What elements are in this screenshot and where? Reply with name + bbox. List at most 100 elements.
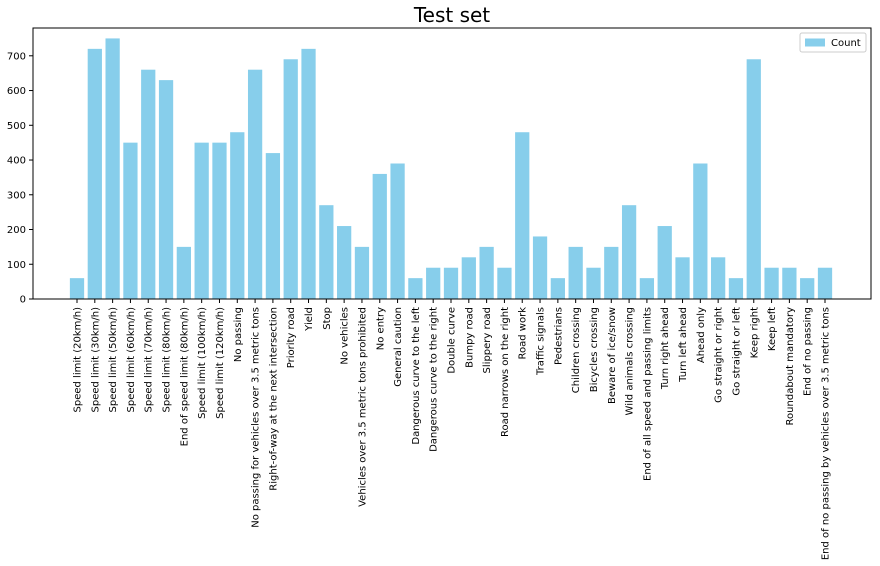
plot-frame bbox=[32, 27, 872, 300]
x-tick-label: No vehicles bbox=[340, 307, 351, 365]
bar bbox=[319, 205, 334, 299]
bar bbox=[479, 246, 494, 299]
x-tick-label: Speed limit (60km/h) bbox=[126, 307, 137, 413]
bar bbox=[158, 80, 174, 300]
bar bbox=[568, 246, 583, 299]
bar bbox=[247, 69, 263, 299]
legend-box bbox=[799, 32, 867, 53]
x-tick-label: Dangerous curve to the right bbox=[429, 307, 440, 452]
x-tick-label: Children crossing bbox=[571, 307, 582, 393]
bar bbox=[426, 267, 441, 299]
legend-swatch bbox=[805, 38, 825, 47]
bar bbox=[87, 48, 102, 299]
y-axis: 0 100 200 300 400 500 600 700 bbox=[7, 51, 33, 306]
chart-title: Test set bbox=[413, 3, 490, 27]
bar bbox=[497, 267, 512, 299]
x-tick-label: Vehicles over 3.5 metric tons prohibited bbox=[357, 307, 368, 507]
bar bbox=[390, 163, 405, 299]
bar bbox=[461, 257, 476, 299]
x-tick-label: Turn left ahead bbox=[678, 307, 689, 383]
bar bbox=[69, 278, 85, 299]
bar bbox=[604, 246, 619, 299]
y-tick-label: 400 bbox=[7, 156, 26, 167]
x-tick-label: No entry bbox=[375, 307, 386, 350]
bar bbox=[728, 278, 744, 299]
bar bbox=[621, 205, 637, 299]
bar bbox=[782, 267, 797, 299]
x-tick-label: Bicycles crossing bbox=[589, 307, 600, 392]
x-tick-label: Go straight or right bbox=[714, 307, 725, 403]
x-tick-label: Slippery road bbox=[482, 307, 493, 373]
y-tick-label: 500 bbox=[7, 121, 26, 132]
bar bbox=[746, 59, 761, 299]
x-tick-label: Roundabout mandatory bbox=[785, 307, 796, 426]
y-tick-label: 700 bbox=[7, 51, 26, 62]
x-tick-label: General caution bbox=[393, 307, 404, 387]
bar bbox=[408, 278, 423, 299]
bar bbox=[265, 153, 281, 299]
x-tick-label: End of no passing bbox=[803, 307, 814, 396]
x-tick-label: Speed limit (80km/h) bbox=[162, 307, 173, 413]
x-tick-label: Bumpy road bbox=[464, 307, 475, 368]
x-tick-label: No passing for vehicles over 3.5 metric … bbox=[251, 307, 262, 528]
x-tick-label: Speed limit (20km/h) bbox=[73, 307, 84, 413]
bar bbox=[657, 226, 672, 299]
bar bbox=[711, 257, 726, 299]
x-axis: Speed limit (20km/h) Speed limit (30km/h)… bbox=[73, 299, 832, 560]
bar bbox=[764, 267, 779, 299]
x-tick-label: Speed limit (120km/h) bbox=[215, 307, 226, 419]
bar bbox=[817, 267, 833, 299]
bar bbox=[283, 59, 298, 299]
x-tick-label: Go straight or left bbox=[731, 307, 742, 396]
x-tick-label: End of speed limit (80km/h) bbox=[179, 307, 190, 446]
bar bbox=[105, 38, 120, 300]
bar bbox=[550, 278, 565, 299]
bars-group bbox=[69, 38, 833, 300]
x-tick-label: End of no passing by vehicles over 3.5 m… bbox=[821, 307, 832, 560]
bar bbox=[800, 278, 815, 299]
bar bbox=[532, 236, 548, 299]
bar bbox=[230, 132, 245, 299]
x-tick-label: Keep right bbox=[749, 307, 760, 358]
y-tick-label: 0 bbox=[20, 295, 26, 306]
y-tick-label: 200 bbox=[7, 225, 26, 236]
x-tick-label: Beware of ice/snow bbox=[607, 307, 618, 404]
bar bbox=[141, 69, 156, 299]
bar bbox=[639, 278, 655, 299]
x-tick-label: Yield bbox=[304, 307, 315, 332]
bar bbox=[586, 267, 601, 299]
x-tick-label: Speed limit (50km/h) bbox=[108, 307, 119, 413]
bar bbox=[194, 142, 209, 299]
x-tick-label: Turn right ahead bbox=[660, 307, 671, 390]
x-tick-label: Speed limit (30km/h) bbox=[90, 307, 101, 413]
x-tick-label: Road narrows on the right bbox=[500, 307, 511, 437]
x-tick-label: Speed limit (100km/h) bbox=[197, 307, 208, 419]
y-tick-label: 300 bbox=[7, 190, 26, 201]
bar bbox=[693, 163, 708, 299]
bar bbox=[443, 267, 459, 299]
x-tick-label: Speed limit (70km/h) bbox=[144, 307, 155, 413]
x-tick-label: Traffic signals bbox=[536, 307, 547, 376]
legend-label: Count bbox=[831, 38, 861, 49]
x-tick-label: Wild animals crossing bbox=[625, 307, 636, 415]
bar bbox=[123, 142, 138, 299]
x-tick-label: Keep left bbox=[767, 307, 778, 351]
x-tick-label: Road work bbox=[518, 307, 529, 360]
x-tick-label: Double curve bbox=[447, 307, 458, 374]
bar bbox=[212, 142, 227, 299]
x-tick-label: Stop bbox=[322, 307, 333, 330]
bar bbox=[337, 226, 352, 299]
x-tick-label: End of all speed and passing limits bbox=[642, 307, 653, 481]
x-tick-label: Pedestrians bbox=[553, 307, 564, 365]
bar bbox=[354, 246, 370, 299]
bar bbox=[301, 48, 316, 299]
bar bbox=[675, 257, 690, 299]
x-tick-label: No passing bbox=[233, 307, 244, 362]
x-tick-label: Right-of-way at the next intersection bbox=[268, 307, 279, 491]
x-tick-label: Ahead only bbox=[696, 307, 707, 363]
legend: Count bbox=[799, 32, 867, 53]
bar bbox=[176, 246, 191, 299]
bar bbox=[515, 132, 530, 299]
